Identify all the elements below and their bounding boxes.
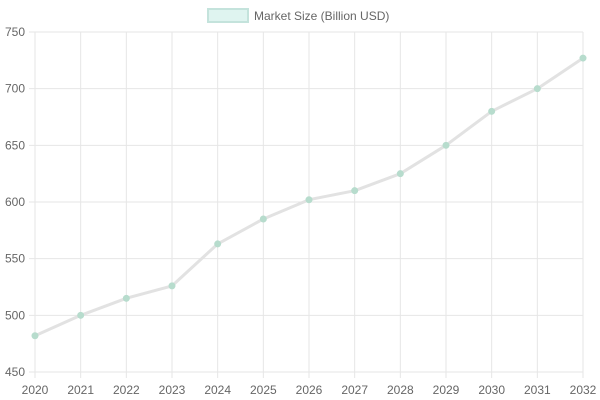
x-tick-label: 2021 xyxy=(67,383,94,397)
y-tick-label: 600 xyxy=(5,195,25,209)
x-tick-label: 2025 xyxy=(250,383,277,397)
x-tick-label: 2031 xyxy=(524,383,551,397)
data-point[interactable] xyxy=(31,332,39,340)
data-point[interactable] xyxy=(488,107,496,115)
y-tick-label: 700 xyxy=(5,82,25,96)
data-point[interactable] xyxy=(533,85,541,93)
data-point[interactable] xyxy=(305,196,313,204)
y-axis: 450 500 550 600 650 700 750 xyxy=(5,25,25,379)
data-point[interactable] xyxy=(442,141,450,149)
x-tick-label: 2030 xyxy=(478,383,505,397)
x-tick-label: 2022 xyxy=(113,383,140,397)
y-tick-label: 750 xyxy=(5,25,25,39)
data-point[interactable] xyxy=(77,311,85,319)
data-point[interactable] xyxy=(396,170,404,178)
x-tick-label: 2028 xyxy=(387,383,414,397)
x-tick-label: 2029 xyxy=(433,383,460,397)
y-tick-label: 500 xyxy=(5,308,25,322)
data-point[interactable] xyxy=(351,187,359,195)
x-tick-label: 2023 xyxy=(159,383,186,397)
data-point[interactable] xyxy=(214,240,222,248)
data-points xyxy=(31,54,587,340)
data-point[interactable] xyxy=(259,215,267,223)
data-point[interactable] xyxy=(579,54,587,62)
x-tick-label: 2027 xyxy=(341,383,368,397)
x-axis: 2020 2021 2022 2023 2024 2025 2026 2027 2028 2029… xyxy=(22,383,597,397)
data-point[interactable] xyxy=(122,294,130,302)
legend-swatch xyxy=(207,8,249,23)
y-tick-label: 650 xyxy=(5,138,25,152)
y-tick-label: 450 xyxy=(5,365,25,379)
x-tick-label: 2032 xyxy=(570,383,597,397)
x-tick-label: 2026 xyxy=(296,383,323,397)
x-tick-label: 2020 xyxy=(22,383,49,397)
data-point[interactable] xyxy=(168,282,176,290)
legend[interactable]: Market Size (Billion USD) xyxy=(207,8,389,23)
grid xyxy=(29,31,584,378)
x-tick-label: 2024 xyxy=(204,383,231,397)
legend-label: Market Size (Billion USD) xyxy=(254,9,389,23)
y-tick-label: 550 xyxy=(5,252,25,266)
